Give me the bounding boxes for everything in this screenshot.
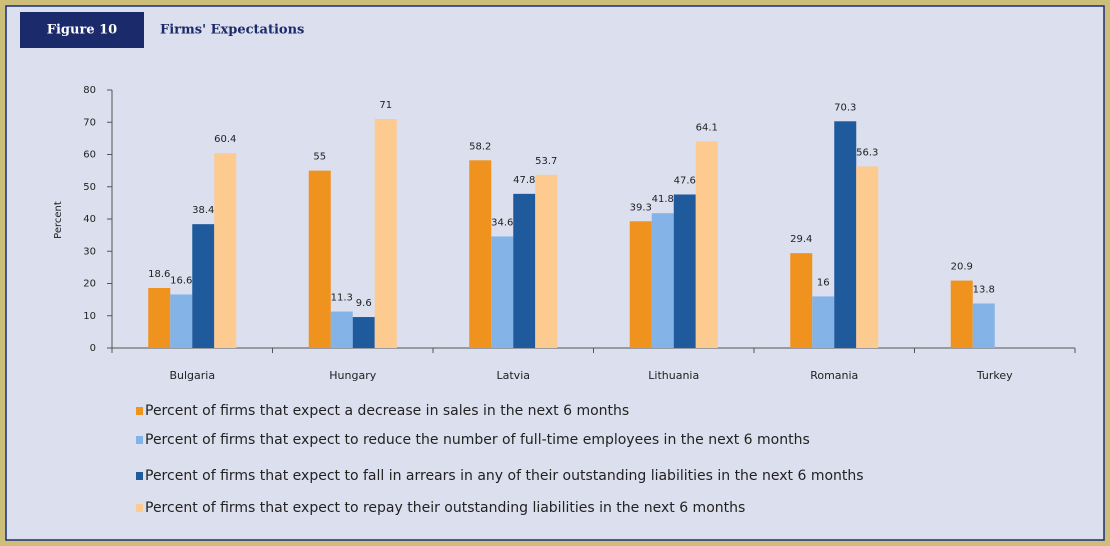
data-label: 60.4 — [214, 134, 236, 145]
data-label: 47.6 — [674, 175, 696, 186]
bar — [214, 153, 237, 348]
data-label: 47.8 — [513, 175, 535, 186]
bar — [352, 317, 375, 348]
legend-swatch — [136, 504, 143, 512]
y-tick-label: 80 — [83, 85, 96, 96]
data-label: 39.3 — [630, 202, 652, 213]
data-label: 16.6 — [170, 275, 192, 286]
legend-label: Percent of firms that expect a decrease … — [145, 403, 629, 419]
legend-label: Percent of firms that expect to reduce t… — [145, 432, 810, 448]
data-label: 16 — [817, 277, 830, 288]
bar — [148, 288, 171, 348]
data-label: 13.8 — [973, 284, 995, 295]
bar — [812, 296, 835, 348]
y-tick-label: 20 — [83, 279, 96, 290]
bar — [834, 121, 857, 348]
x-tick-label: Hungary — [329, 369, 376, 382]
data-label: 41.8 — [652, 194, 674, 205]
bar — [308, 170, 331, 348]
x-tick-label: Lithuania — [648, 369, 699, 382]
data-label: 9.6 — [356, 298, 372, 309]
x-tick-label: Latvia — [497, 369, 531, 382]
x-tick-label: Romania — [810, 369, 858, 382]
y-tick-label: 40 — [83, 214, 96, 225]
x-tick-label: Bulgaria — [169, 369, 215, 382]
bar — [469, 160, 492, 348]
badge: Figure 10 — [47, 23, 117, 38]
y-tick-label: 60 — [83, 150, 96, 161]
data-label: 70.3 — [834, 102, 856, 113]
chart-title: Firms' Expectations — [160, 23, 304, 38]
bar — [513, 193, 536, 348]
legend-swatch — [136, 472, 143, 480]
y-tick-label: 0 — [90, 343, 96, 354]
bar — [192, 224, 215, 348]
legend-swatch — [136, 436, 143, 444]
y-tick-label: 30 — [83, 246, 96, 257]
bar — [170, 294, 193, 348]
bar — [790, 253, 813, 348]
bar — [972, 303, 995, 348]
data-label: 64.1 — [696, 122, 718, 133]
y-tick-label: 10 — [83, 311, 96, 322]
data-label: 11.3 — [331, 293, 353, 304]
y-tick-label: 50 — [83, 182, 96, 193]
bar — [629, 221, 652, 348]
data-label: 53.7 — [535, 156, 557, 167]
bar — [695, 141, 718, 348]
data-label: 18.6 — [148, 269, 170, 280]
data-label: 71 — [379, 100, 392, 111]
data-label: 34.6 — [491, 217, 513, 228]
bar — [673, 194, 696, 348]
bar — [950, 280, 973, 348]
data-label: 55 — [313, 152, 326, 163]
data-label: 56.3 — [856, 147, 878, 158]
legend-label: Percent of firms that expect to repay th… — [145, 500, 745, 516]
bar — [651, 213, 674, 348]
data-label: 29.4 — [790, 234, 812, 245]
legend-swatch — [136, 407, 143, 415]
bar — [491, 236, 514, 348]
x-tick-label: Turkey — [976, 369, 1013, 382]
bar — [535, 174, 558, 348]
badge-box — [20, 12, 144, 48]
data-label: 20.9 — [951, 262, 973, 273]
bar — [330, 311, 353, 348]
data-label: 58.2 — [469, 141, 491, 152]
y-tick-label: 70 — [83, 117, 96, 128]
data-label: 38.4 — [192, 205, 214, 216]
bar — [856, 166, 879, 348]
legend-label: Percent of firms that expect to fall in … — [145, 468, 864, 484]
y-axis-label: Percent — [53, 201, 64, 239]
bar — [374, 119, 397, 349]
